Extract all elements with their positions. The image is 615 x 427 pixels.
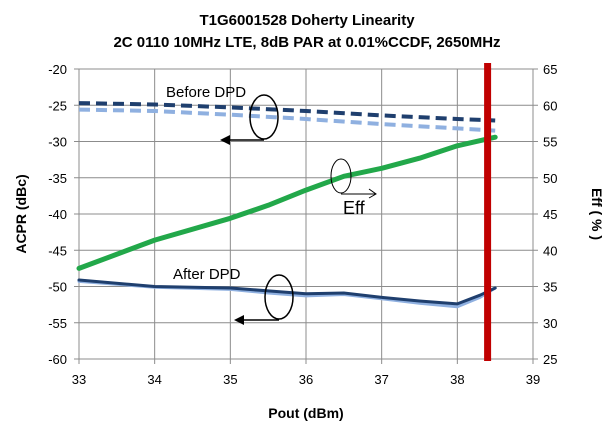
y-tick-label: -55: [48, 316, 67, 331]
y2-tick-label: 30: [543, 316, 557, 331]
chart-subtitle: 2C 0110 10MHz LTE, 8dB PAR at 0.01%CCDF,…: [113, 34, 500, 51]
y-tick-label: -35: [48, 171, 67, 186]
chart-title: T1G6001528 Doherty Linearity: [199, 12, 415, 29]
annotation-before-dpd: Before DPD: [166, 84, 246, 101]
y-tick-label: -40: [48, 207, 67, 222]
annotation-eff: Eff: [343, 198, 366, 218]
y-tick-label: -20: [48, 62, 67, 77]
tick-labels: 33 34 35 36 37 38 39 -20 -25 -30 -35 -40 -45 -50 -55 -6…: [48, 62, 557, 387]
y2-axis-label: Eff ( % ): [589, 188, 605, 240]
y-tick-label: -45: [48, 243, 67, 258]
series-line-after-dpd-upper: [77, 278, 497, 306]
annotation-after-dpd: After DPD: [173, 266, 241, 283]
y2-tick-label: 55: [543, 135, 557, 150]
x-axis-label: Pout (dBm): [268, 405, 343, 421]
annotation-after-ellipse: [264, 274, 294, 320]
y2-tick-label: 45: [543, 207, 557, 222]
series-line-before-dpd-upper: [78, 101, 496, 123]
arrowhead-icon: [220, 135, 230, 145]
y-tick-label: -30: [48, 135, 67, 150]
y2-tick-label: 65: [543, 62, 557, 77]
y-tick-label: -25: [48, 98, 67, 113]
y2-tick-label: 50: [543, 171, 557, 186]
y-tick-label: -50: [48, 280, 67, 295]
annotation-before-ellipse: [249, 94, 279, 140]
x-tick-label: 34: [147, 372, 161, 387]
x-tick-label: 36: [299, 372, 313, 387]
series-line-before-dpd-lower: [78, 107, 496, 133]
series-line-eff: [76, 134, 498, 271]
x-tick-label: 37: [374, 372, 388, 387]
x-tick-label: 38: [450, 372, 464, 387]
x-tick-label: 33: [72, 372, 86, 387]
x-tick-label: 35: [223, 372, 237, 387]
y2-tick-label: 35: [543, 280, 557, 295]
arrowhead-icon: [368, 188, 377, 199]
y2-tick-label: 40: [543, 243, 557, 258]
y-axis-label: ACPR (dBc): [13, 174, 29, 253]
arrowhead-icon: [234, 315, 244, 325]
series-group: [76, 63, 498, 361]
annotations: Before DPD Eff After DPD: [166, 84, 377, 325]
annotation-eff-ellipse: [330, 158, 352, 194]
y2-tick-label: 25: [543, 352, 557, 367]
y2-tick-label: 60: [543, 98, 557, 113]
y-tick-label: -60: [48, 352, 67, 367]
x-tick-label: 39: [526, 372, 540, 387]
grid: [74, 68, 538, 364]
